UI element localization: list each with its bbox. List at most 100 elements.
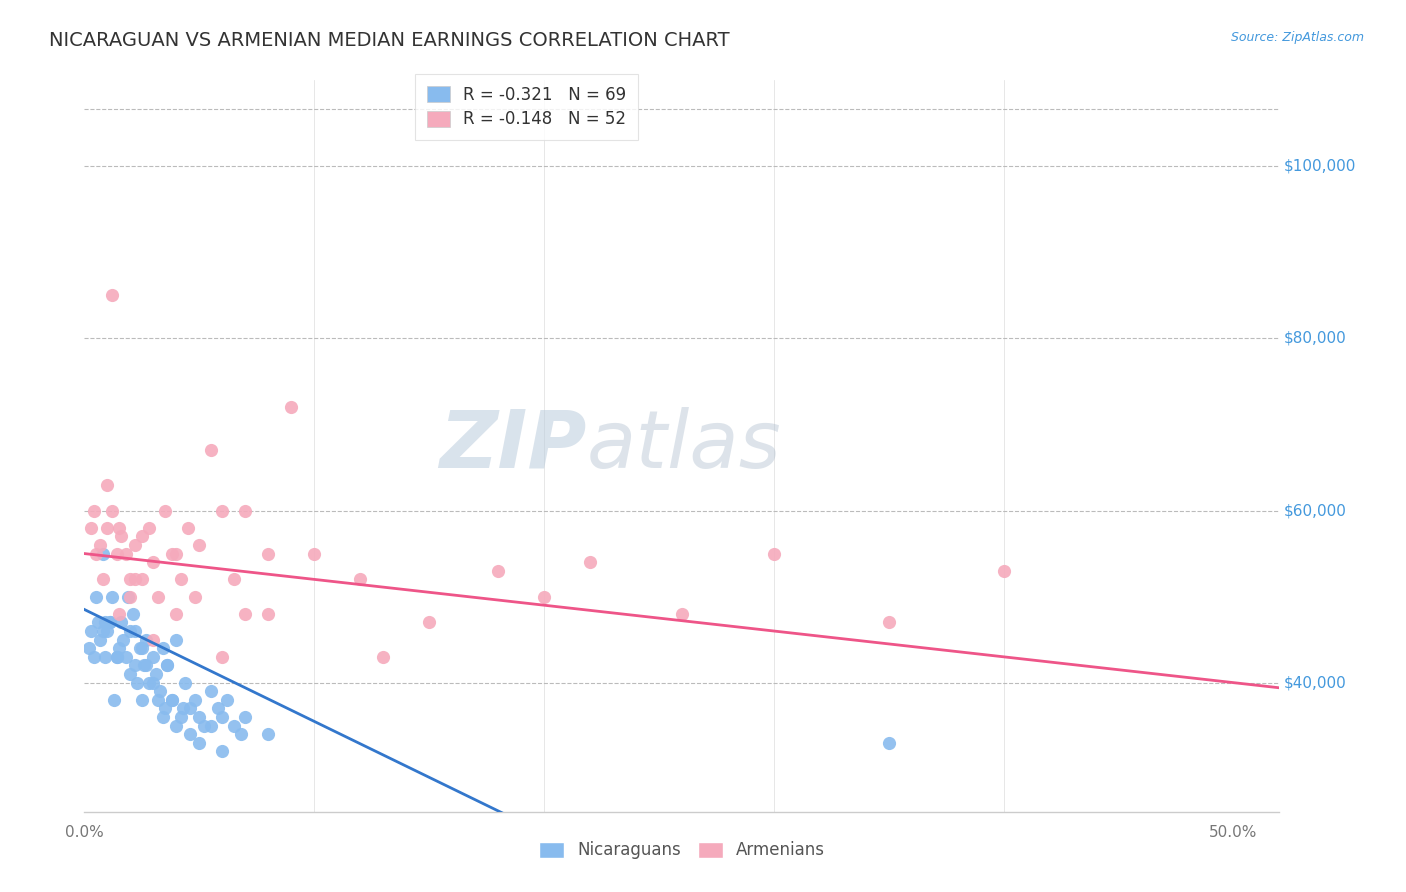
Point: [146, 693, 169, 707]
Point: [152, 710, 174, 724]
Point: [124, 624, 146, 638]
Point: [160, 693, 183, 707]
Point: [179, 727, 201, 741]
Point: [132, 658, 156, 673]
Point: [120, 624, 142, 638]
Point: [110, 615, 132, 630]
Point: [84, 547, 107, 561]
Point: [91, 547, 114, 561]
Point: [671, 607, 693, 621]
Point: [91, 573, 114, 587]
Point: [117, 590, 139, 604]
Point: [177, 521, 200, 535]
Point: [98, 615, 121, 630]
Point: [98, 615, 121, 630]
Point: [105, 649, 128, 664]
Point: [149, 684, 172, 698]
Point: [533, 590, 555, 604]
Point: [83, 503, 105, 517]
Point: [94, 615, 117, 630]
Point: [96, 624, 118, 638]
Point: [87, 615, 110, 630]
Point: [108, 521, 131, 535]
Point: [112, 632, 135, 647]
Legend: Nicaraguans, Armenians: Nicaraguans, Armenians: [529, 831, 835, 869]
Point: [207, 701, 229, 715]
Point: [233, 503, 256, 517]
Point: [131, 529, 153, 543]
Point: [877, 615, 900, 630]
Point: [89, 538, 111, 552]
Point: [188, 736, 211, 750]
Point: [138, 521, 160, 535]
Point: [131, 693, 153, 707]
Text: NICARAGUAN VS ARMENIAN MEDIAN EARNINGS CORRELATION CHART: NICARAGUAN VS ARMENIAN MEDIAN EARNINGS C…: [49, 31, 730, 50]
Point: [156, 658, 179, 673]
Point: [349, 573, 371, 587]
Point: [135, 632, 157, 647]
Text: $60,000: $60,000: [1284, 503, 1347, 518]
Point: [91, 624, 114, 638]
Point: [101, 503, 124, 517]
Point: [80, 521, 103, 535]
Point: [80, 624, 103, 638]
Point: [103, 693, 125, 707]
Point: [229, 727, 252, 741]
Point: [120, 667, 142, 681]
Point: [170, 710, 193, 724]
Point: [77, 641, 100, 656]
Point: [877, 736, 900, 750]
Point: [105, 649, 128, 664]
Point: [128, 641, 150, 656]
Point: [142, 555, 165, 569]
Point: [280, 401, 302, 415]
Point: [108, 641, 131, 656]
Point: [174, 675, 197, 690]
Point: [83, 649, 105, 664]
Point: [160, 693, 183, 707]
Point: [200, 443, 222, 458]
Point: [138, 675, 160, 690]
Point: [120, 573, 142, 587]
Point: [152, 641, 174, 656]
Point: [142, 632, 165, 647]
Point: [579, 555, 602, 569]
Point: [101, 590, 124, 604]
Point: [124, 658, 146, 673]
Point: [211, 744, 233, 758]
Point: [160, 547, 183, 561]
Point: [156, 658, 179, 673]
Text: $100,000: $100,000: [1284, 159, 1357, 174]
Point: [146, 590, 169, 604]
Point: [233, 710, 256, 724]
Point: [188, 710, 211, 724]
Point: [200, 719, 222, 733]
Point: [127, 675, 149, 690]
Point: [211, 710, 233, 724]
Point: [135, 658, 157, 673]
Text: atlas: atlas: [586, 407, 782, 485]
Point: [188, 538, 211, 552]
Point: [96, 521, 118, 535]
Point: [120, 590, 142, 604]
Point: [84, 590, 107, 604]
Point: [121, 607, 143, 621]
Point: [762, 547, 785, 561]
Point: [165, 547, 187, 561]
Point: [110, 529, 132, 543]
Point: [179, 701, 201, 715]
Point: [165, 632, 187, 647]
Point: [94, 649, 117, 664]
Point: [993, 564, 1015, 578]
Point: [418, 615, 440, 630]
Text: $80,000: $80,000: [1284, 331, 1347, 346]
Point: [165, 607, 187, 621]
Point: [257, 727, 280, 741]
Point: [257, 547, 280, 561]
Point: [222, 719, 245, 733]
Point: [193, 719, 215, 733]
Text: $40,000: $40,000: [1284, 675, 1347, 690]
Point: [183, 590, 205, 604]
Point: [373, 649, 395, 664]
Point: [131, 573, 153, 587]
